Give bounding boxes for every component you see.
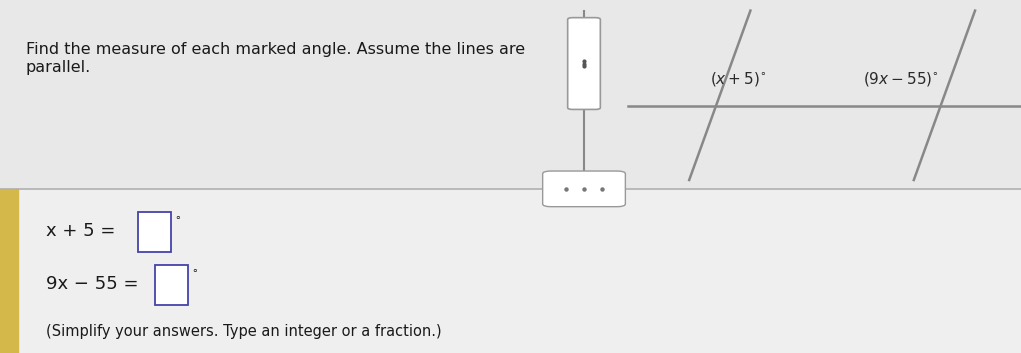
FancyBboxPatch shape [543,171,625,207]
Bar [0,189,1021,353]
Text: $^{\circ}$: $^{\circ}$ [191,266,198,281]
Text: 9x − 55 =: 9x − 55 = [46,275,139,293]
Text: $^{\circ}$: $^{\circ}$ [174,213,181,228]
Text: x + 5 =: x + 5 = [46,222,115,240]
Bar [138,212,171,252]
Text: $(x+5)^{\circ}$: $(x+5)^{\circ}$ [710,71,766,88]
Bar [155,265,188,305]
Text: Find the measure of each marked angle. Assume the lines are
parallel.: Find the measure of each marked angle. A… [26,42,525,75]
Text: (Simplify your answers. Type an integer or a fraction.): (Simplify your answers. Type an integer … [46,324,441,339]
Bar [0,0,1021,189]
Text: $(9x-55)^{\circ}$: $(9x-55)^{\circ}$ [863,71,938,88]
Bar [0,189,18,353]
FancyBboxPatch shape [568,18,600,109]
